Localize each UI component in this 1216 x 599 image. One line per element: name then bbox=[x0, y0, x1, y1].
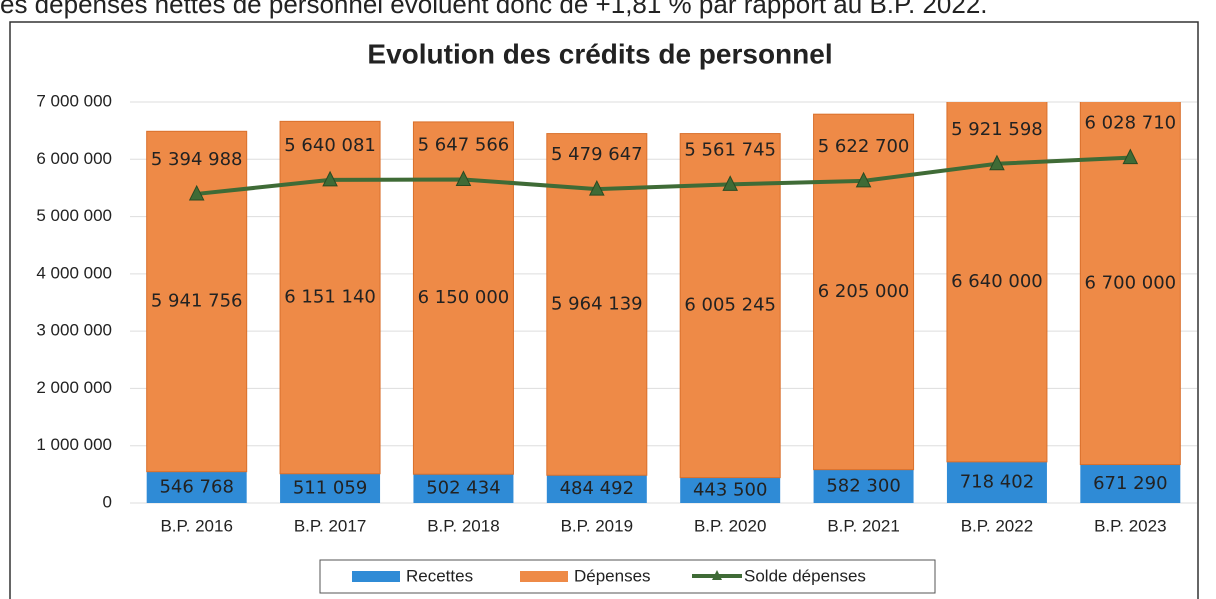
data-label: 5 921 598 bbox=[951, 119, 1043, 140]
line-marker bbox=[188, 184, 205, 201]
y-tick-label: 3 000 000 bbox=[36, 321, 112, 340]
y-tick-label: 5 000 000 bbox=[36, 206, 112, 225]
data-label: 6 700 000 bbox=[1085, 272, 1177, 293]
data-label: 671 290 bbox=[1093, 473, 1167, 494]
x-tick-label: B.P. 2017 bbox=[294, 516, 366, 535]
data-label: 582 300 bbox=[826, 475, 900, 496]
y-tick-label: 0 bbox=[103, 492, 112, 511]
data-label: 511 059 bbox=[293, 477, 367, 498]
bar-segment bbox=[146, 471, 247, 503]
legend-marker bbox=[712, 570, 722, 580]
x-tick-label: B.P. 2021 bbox=[827, 516, 899, 535]
data-label: 5 394 988 bbox=[151, 149, 243, 170]
bar-segment bbox=[680, 477, 781, 503]
data-label: 6 150 000 bbox=[418, 287, 510, 308]
bar-segment bbox=[413, 474, 514, 503]
y-tick-label: 7 000 000 bbox=[36, 91, 112, 110]
x-tick-label: B.P. 2016 bbox=[160, 516, 232, 535]
y-tick-label: 2 000 000 bbox=[36, 378, 112, 397]
data-label: 5 622 700 bbox=[818, 136, 910, 157]
legend-box bbox=[319, 559, 936, 594]
data-label: 5 479 647 bbox=[551, 144, 643, 165]
data-label: 5 964 139 bbox=[551, 293, 643, 314]
bar-segment bbox=[813, 469, 914, 503]
data-label: 6 640 000 bbox=[951, 271, 1043, 292]
x-tick-label: B.P. 2022 bbox=[961, 516, 1033, 535]
line-marker bbox=[1122, 148, 1139, 165]
data-label: 502 434 bbox=[426, 478, 500, 499]
line-marker bbox=[322, 170, 338, 187]
data-label: 484 492 bbox=[560, 478, 634, 499]
x-tick-label: B.P. 2018 bbox=[427, 516, 499, 535]
line-marker bbox=[589, 179, 605, 196]
data-label: 6 028 710 bbox=[1085, 113, 1177, 134]
legend-label: Recettes bbox=[406, 566, 473, 585]
bar-segment bbox=[1080, 464, 1181, 503]
data-label: 6 205 000 bbox=[818, 281, 910, 302]
data-label: 5 561 745 bbox=[684, 139, 776, 160]
data-label: 5 647 566 bbox=[418, 134, 510, 155]
data-label: 718 402 bbox=[960, 471, 1034, 492]
y-tick-label: 6 000 000 bbox=[36, 149, 112, 168]
x-tick-label: B.P. 2019 bbox=[561, 516, 633, 535]
line-series bbox=[196, 155, 1131, 196]
legend-swatch bbox=[520, 571, 568, 582]
chart-title: Evolution des crédits de personnel bbox=[367, 38, 832, 69]
y-tick-label: 1 000 000 bbox=[36, 435, 112, 454]
line-marker bbox=[989, 154, 1005, 171]
line-marker bbox=[722, 175, 738, 191]
data-label: 546 768 bbox=[159, 476, 233, 497]
bar-segment bbox=[946, 461, 1047, 503]
data-label: 443 500 bbox=[693, 479, 767, 500]
bar-segment bbox=[280, 473, 381, 503]
bar-segment bbox=[546, 475, 647, 503]
data-label: 6 005 245 bbox=[684, 295, 776, 316]
data-label: 5 640 081 bbox=[284, 135, 376, 156]
x-tick-label: B.P. 2023 bbox=[1094, 516, 1166, 535]
line-marker bbox=[855, 171, 872, 188]
intro-text: es dépenses nettes de personnel évoluent… bbox=[0, 0, 988, 19]
bar-segment bbox=[679, 133, 781, 479]
chart-frame bbox=[9, 21, 1199, 599]
data-label: 5 941 756 bbox=[151, 290, 243, 311]
legend-label: Dépenses bbox=[574, 566, 651, 585]
data-label: 6 151 140 bbox=[284, 287, 376, 308]
line-marker bbox=[455, 170, 472, 186]
legend-swatch bbox=[352, 571, 400, 582]
legend-label: Solde dépenses bbox=[744, 566, 866, 585]
y-tick-label: 4 000 000 bbox=[36, 263, 112, 282]
x-tick-label: B.P. 2020 bbox=[694, 516, 766, 535]
